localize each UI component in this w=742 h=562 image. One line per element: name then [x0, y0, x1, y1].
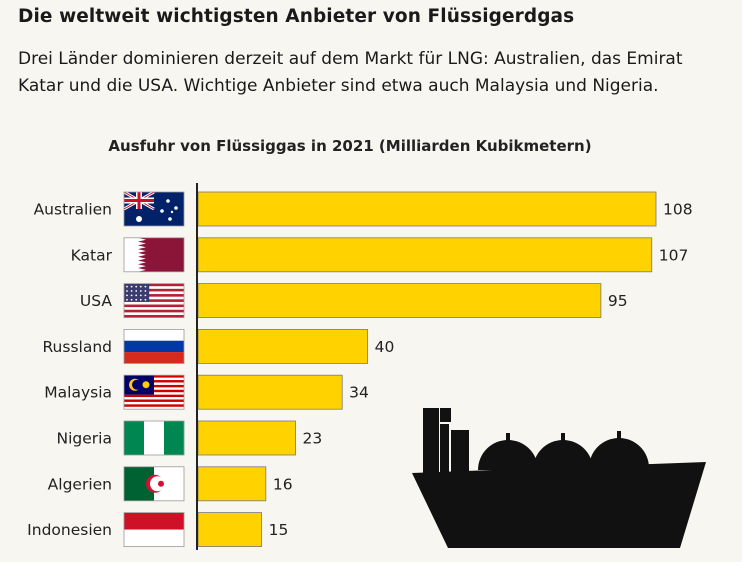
malaysia-flag-icon [123, 374, 185, 410]
value-label: 16 [273, 475, 293, 493]
category-label: Algerien [48, 475, 112, 493]
category-label: USA [80, 292, 112, 310]
value-label: 108 [663, 201, 693, 219]
chart-title: Ausfuhr von Flüssiggas in 2021 (Milliard… [108, 137, 591, 155]
category-label: Nigeria [57, 430, 112, 448]
russia-flag-icon [123, 328, 185, 364]
category-label: Katar [71, 246, 113, 264]
usa-flag-icon [123, 283, 185, 319]
value-label: 95 [608, 292, 628, 310]
australia-flag-icon [123, 190, 185, 227]
bar-nigeria [197, 420, 296, 456]
bar-russland [197, 328, 369, 364]
indonesia-flag-icon [123, 512, 185, 547]
bars-layer: Australien 108 Katar 107 USA 95 Russland 40 Mala… [27, 190, 693, 547]
qatar-flag-icon [123, 237, 185, 273]
bar-katar [197, 237, 653, 273]
category-label: Malaysia [44, 384, 112, 402]
algeria-flag-icon [123, 466, 185, 502]
page-title: Die weltweit wichtigsten Anbieter von Fl… [18, 6, 575, 27]
value-label: 40 [375, 338, 395, 356]
nigeria-flag-icon [123, 420, 185, 456]
bar-australien [197, 191, 657, 227]
value-label: 15 [269, 521, 289, 539]
category-label: Australien [34, 201, 112, 219]
lng-tanker-ship-icon [412, 408, 706, 548]
bar-algerien [197, 466, 267, 502]
bar-usa [197, 283, 602, 319]
value-label: 23 [303, 430, 323, 448]
bar-malaysia [197, 374, 343, 410]
value-label: 34 [349, 384, 369, 402]
category-label: Russland [42, 338, 112, 356]
value-label: 107 [659, 246, 689, 264]
category-label: Indonesien [27, 521, 112, 539]
bar-indonesien [197, 512, 263, 547]
intro-text: Drei Länder dominieren derzeit auf dem M… [18, 49, 683, 96]
